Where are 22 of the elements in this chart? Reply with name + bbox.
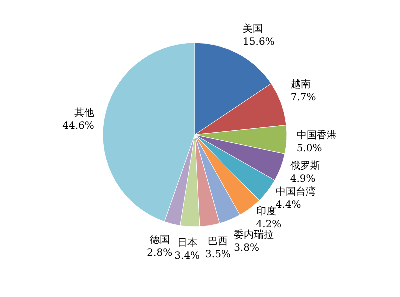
slice-label: 印度 (256, 206, 276, 218)
data-label: 2.8% (147, 248, 173, 259)
data-label: 4.2% (256, 220, 282, 231)
data-label: 44.6% (62, 120, 94, 132)
slice-label: 俄罗斯 (290, 160, 320, 172)
data-label: 3.4% (174, 250, 200, 262)
slice-label: 委内瑞拉 (234, 229, 274, 242)
data-label: 5.0% (296, 143, 322, 154)
slice-label: 日本 (177, 236, 198, 249)
data-label: 3.5% (206, 250, 231, 261)
slice-label: 中国香港 (296, 129, 337, 142)
slice-label: 美国 (243, 23, 264, 36)
data-label: 4.4% (276, 200, 302, 212)
slice-label: 其他 (74, 106, 94, 119)
data-label: 3.8% (234, 243, 260, 254)
data-label: 4.9% (290, 174, 316, 186)
data-label: 15.6% (243, 37, 275, 48)
slice-label: 德国 (150, 234, 170, 246)
slice-label: 巴西 (208, 236, 228, 248)
slice-label: 越南 (290, 78, 311, 90)
data-label: 7.7% (290, 92, 316, 104)
slice-label: 中国台湾 (276, 186, 316, 198)
